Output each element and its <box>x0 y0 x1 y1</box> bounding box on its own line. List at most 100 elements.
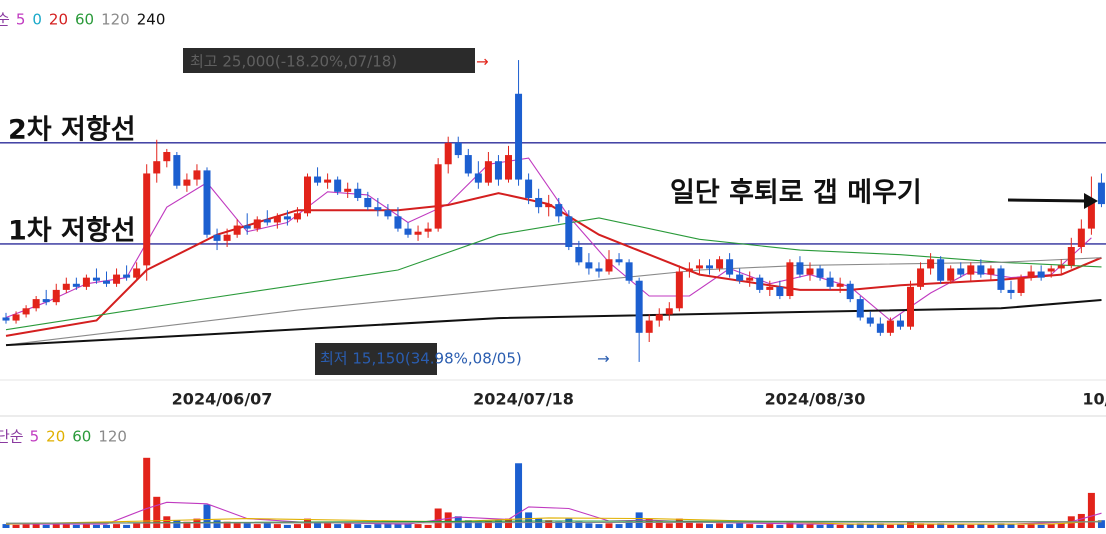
candle-body <box>273 216 281 223</box>
candle-body <box>1037 271 1045 278</box>
candle-body <box>645 320 653 333</box>
candle-body <box>324 179 332 183</box>
candle-body <box>856 299 864 318</box>
volume-bar <box>233 523 241 528</box>
volume-bar <box>595 524 603 528</box>
candle-body <box>414 231 422 235</box>
candle-body <box>223 234 231 241</box>
candle-body <box>1057 265 1065 269</box>
volume-bar <box>987 524 995 528</box>
candle-body <box>374 207 382 211</box>
candle-body <box>726 259 734 275</box>
volume-bar <box>424 524 432 528</box>
volume-bar <box>555 521 563 528</box>
volume-bar <box>756 524 764 528</box>
candle-body <box>133 268 141 278</box>
volume-bar <box>263 523 271 528</box>
volume-bar <box>133 523 141 528</box>
volume-bar <box>444 512 452 528</box>
candle-body <box>334 179 342 192</box>
low-arrow: → <box>597 350 610 368</box>
candle-body <box>183 179 191 186</box>
volume-bar <box>253 524 261 528</box>
volume-bar <box>103 524 110 528</box>
volume-bar <box>123 524 131 528</box>
legend-entry: 20 <box>49 11 68 29</box>
candle-body <box>987 268 995 275</box>
volume-bar <box>957 524 965 528</box>
candle-body <box>32 299 40 309</box>
candle-body <box>866 317 874 324</box>
candle-body <box>595 268 603 272</box>
volume-bar <box>927 524 935 528</box>
volume-bar <box>203 504 211 528</box>
volume-bar <box>977 524 985 528</box>
volume-bar <box>937 523 945 528</box>
legend-entry: 0 <box>32 11 42 29</box>
candle-body <box>1077 228 1085 247</box>
volume-bar <box>464 520 472 528</box>
candle-body <box>736 274 744 281</box>
volume-bar <box>776 524 784 528</box>
volume-bar <box>605 523 613 528</box>
volume-bar <box>494 520 502 528</box>
candle-body <box>706 265 713 269</box>
volume-bar <box>967 524 975 528</box>
candle-body <box>1087 201 1095 229</box>
candle-body <box>424 228 432 232</box>
volume-bar <box>766 524 774 528</box>
resistance-label: 1차 저항선 <box>8 215 136 246</box>
volume-bar <box>32 523 40 528</box>
annotation: 일단 후퇴로 갭 메우기 <box>670 178 922 209</box>
volume-bar <box>575 521 583 528</box>
legend-entry: 120 <box>101 11 130 29</box>
volume-bar <box>344 523 352 528</box>
candle-body <box>535 197 543 208</box>
volume-bar <box>625 521 633 528</box>
candle-body <box>766 286 774 290</box>
candle-body <box>293 213 301 220</box>
candle-body <box>243 225 251 229</box>
volume-bar <box>1087 492 1095 528</box>
volume-bar <box>293 524 301 528</box>
candle-body <box>163 152 171 162</box>
candle-body <box>354 188 362 198</box>
legend-entry: 120 <box>98 428 127 446</box>
candle-body <box>565 216 573 247</box>
volume-bar <box>143 457 151 528</box>
candle-body <box>957 268 965 275</box>
candle-body <box>82 277 90 287</box>
candle-body <box>1017 277 1025 293</box>
volume-bar <box>997 523 1005 528</box>
volume-bar <box>113 524 121 528</box>
volume-bar <box>545 520 553 528</box>
candle-body <box>836 283 844 287</box>
high-label-box <box>183 48 475 73</box>
candle-body <box>585 262 593 269</box>
candle-body <box>896 320 904 327</box>
candle-body <box>907 286 914 327</box>
candle-body <box>1047 268 1055 272</box>
candle-body <box>796 262 804 275</box>
candle-body <box>42 299 50 303</box>
volume-bar <box>404 523 412 528</box>
volume-bar <box>82 524 90 528</box>
volume-bar <box>515 463 523 528</box>
volume-bar <box>374 524 382 528</box>
candle-body <box>12 314 20 321</box>
volume-bar <box>183 521 191 528</box>
candle-body <box>153 161 161 174</box>
volume-bar <box>746 524 754 528</box>
volume-bar <box>836 524 844 528</box>
x-tick-label: 10/ <box>1082 390 1106 409</box>
volume-bar <box>505 518 512 528</box>
legend-entry: 5 <box>30 428 40 446</box>
annotation-arrowhead <box>1084 193 1098 209</box>
candle-body <box>404 228 412 235</box>
high-arrow: → <box>476 53 489 71</box>
volume-bar <box>615 524 623 528</box>
candle-body <box>434 164 442 229</box>
candle-body <box>937 259 945 281</box>
legend-entry: 60 <box>72 428 91 446</box>
